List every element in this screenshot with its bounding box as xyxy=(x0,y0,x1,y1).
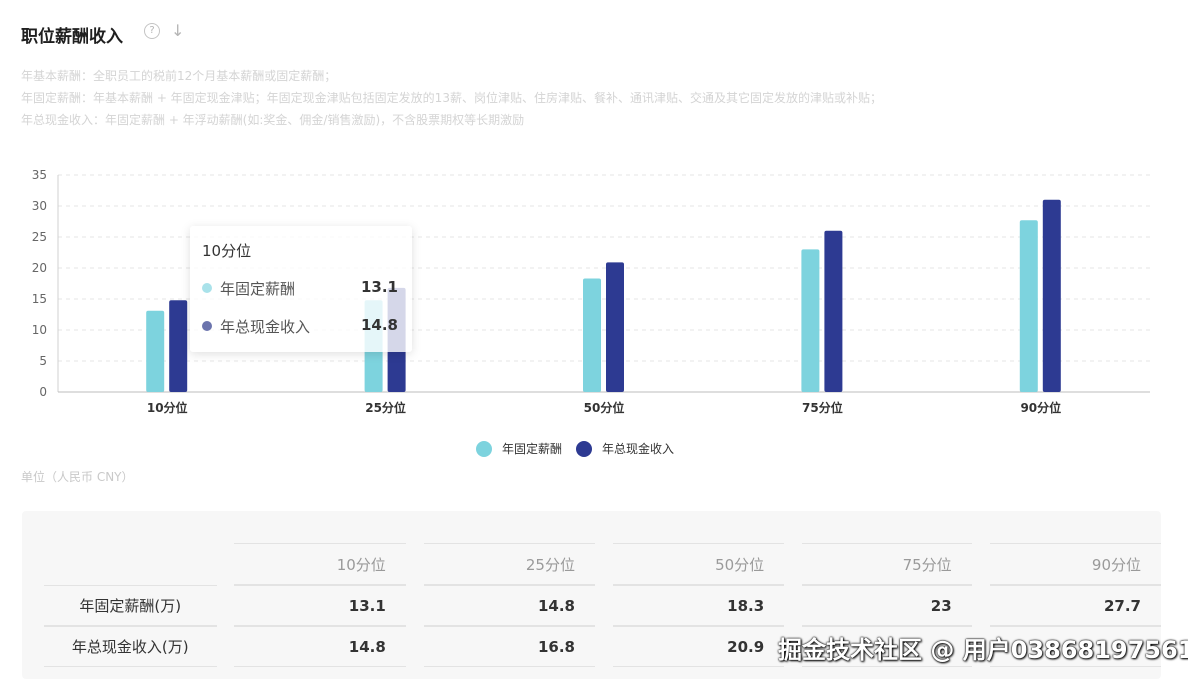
unit-label: 单位（人民币 CNY） xyxy=(21,470,134,484)
y-tick-label: 25 xyxy=(32,230,47,244)
bar-fixed xyxy=(146,310,165,392)
table-gap xyxy=(972,585,990,626)
table-header-p25: 25分位 xyxy=(423,543,595,585)
bar-fixed xyxy=(801,249,820,392)
salary-table: 10分位 25分位 50分位 75分位 90分位 年固定薪酬(万) 13.1 1… xyxy=(44,543,1161,667)
table-header-p10: 10分位 xyxy=(234,543,406,585)
bar-total xyxy=(169,300,188,392)
tooltip-value-fixed: 13.1 xyxy=(360,278,398,296)
table-row: 年固定薪酬(万) 13.1 14.8 18.3 23 27.7 xyxy=(44,585,1161,626)
table-row-label: 年总现金收入(万) xyxy=(44,626,217,667)
note-fixed-salary: 年固定薪酬：年基本薪酬 + 年固定现金津贴；年固定现金津贴包括固定发放的13薪、… xyxy=(21,91,882,105)
tooltip-label-fixed: 年固定薪酬 xyxy=(220,280,296,298)
table-header-p90: 90分位 xyxy=(989,543,1161,585)
table-cell xyxy=(802,626,972,667)
note-total-cash: 年总现金收入：年固定薪酬 + 年浮动薪酬(如:奖金、佣金/销售激励)，不含股票期… xyxy=(21,113,525,127)
salary-table-panel: 10分位 25分位 50分位 75分位 90分位 年固定薪酬(万) 13.1 1… xyxy=(22,511,1161,679)
bar-total xyxy=(1042,199,1061,392)
help-icon[interactable]: ? xyxy=(144,23,160,39)
table-gap xyxy=(406,585,424,626)
y-tick-label: 10 xyxy=(32,323,47,337)
table-gap xyxy=(406,543,424,585)
table-gap xyxy=(217,585,235,626)
chart-legend: 年固定薪酬 年总现金收入 xyxy=(476,440,674,457)
legend-swatch-total xyxy=(576,440,593,457)
download-icon[interactable]: ↓ xyxy=(171,21,185,40)
y-tick-label: 20 xyxy=(32,261,47,275)
table-cell: 23 xyxy=(802,585,972,626)
y-tick-label: 0 xyxy=(39,385,47,399)
tooltip-dot-fixed xyxy=(202,283,212,293)
table-corner xyxy=(44,543,217,585)
table-cell: 20.9 xyxy=(612,626,785,667)
table-gap xyxy=(595,585,613,626)
y-tick-label: 15 xyxy=(32,292,47,306)
x-tick-label: 25分位 xyxy=(365,400,406,415)
table-gap xyxy=(595,626,613,667)
table-row: 年总现金收入(万) 14.8 16.8 20.9 xyxy=(44,626,1161,667)
page-title: 职位薪酬收入 xyxy=(21,27,123,47)
tooltip-row-total: 年总现金收入 14.8 xyxy=(202,316,398,337)
table-gap xyxy=(595,543,613,585)
legend-label-total: 年总现金收入 xyxy=(602,442,675,456)
legend-label-fixed: 年固定薪酬 xyxy=(502,442,563,456)
table-header-p50: 50分位 xyxy=(612,543,785,585)
y-tick-label: 5 xyxy=(39,354,47,368)
bar-fixed xyxy=(583,278,601,392)
table-row-label: 年固定薪酬(万) xyxy=(44,585,217,626)
table-cell: 18.3 xyxy=(612,585,785,626)
bar-total xyxy=(606,262,624,392)
note-base-salary: 年基本薪酬：全职员工的税前12个月基本薪酬或固定薪酬； xyxy=(21,69,337,83)
tooltip-dot-total xyxy=(202,321,212,331)
table-header-p75: 75分位 xyxy=(802,543,972,585)
watermark-text: 掘金技术社区 @ 用户038681975619 xyxy=(778,636,1188,664)
table-cell: 16.8 xyxy=(423,626,595,667)
tooltip-label-total: 年总现金收入 xyxy=(220,318,311,336)
table-cell: 14.8 xyxy=(423,585,595,626)
table-cell: 27.7 xyxy=(989,585,1161,626)
y-tick-label: 35 xyxy=(32,168,47,182)
legend-swatch-fixed xyxy=(476,440,492,457)
salary-bar-chart: 0 5 10 15 20 25 30 35 10分位 25分位 50分位 75分位 90分位 xyxy=(32,168,1150,415)
table-gap xyxy=(784,585,802,626)
table-gap xyxy=(217,543,235,585)
x-tick-label: 90分位 xyxy=(1020,400,1061,415)
chart-tooltip: 10分位 年固定薪酬 13.1 年总现金收入 14.8 xyxy=(190,226,412,352)
tooltip-title: 10分位 xyxy=(202,242,252,260)
legend-item-total[interactable]: 年总现金收入 xyxy=(576,440,674,457)
tooltip-row-fixed: 年固定薪酬 13.1 xyxy=(202,278,398,299)
bar-total xyxy=(824,230,843,392)
x-tick-label: 75分位 xyxy=(802,400,843,415)
y-tick-label: 30 xyxy=(32,199,47,213)
tooltip-value-total: 14.8 xyxy=(360,316,398,334)
x-tick-label: 50分位 xyxy=(584,400,625,415)
table-cell: 14.8 xyxy=(234,626,406,667)
table-header-row: 10分位 25分位 50分位 75分位 90分位 xyxy=(44,543,1161,585)
table-gap xyxy=(972,543,990,585)
bar-fixed xyxy=(1019,220,1038,392)
table-gap xyxy=(406,626,424,667)
table-cell: 13.1 xyxy=(234,585,406,626)
table-gap xyxy=(217,626,235,667)
x-tick-label: 10分位 xyxy=(147,400,188,415)
table-cell xyxy=(989,626,1161,667)
table-gap xyxy=(784,543,802,585)
legend-item-fixed[interactable]: 年固定薪酬 xyxy=(476,440,562,457)
